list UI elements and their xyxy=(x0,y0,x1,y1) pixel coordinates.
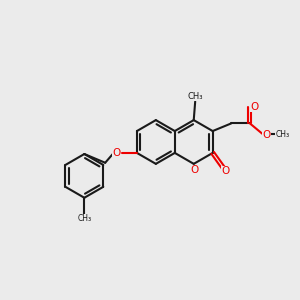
Text: O: O xyxy=(221,166,230,176)
Text: O: O xyxy=(112,148,121,158)
Text: CH₃: CH₃ xyxy=(77,214,92,223)
Text: O: O xyxy=(251,102,259,112)
Text: CH₃: CH₃ xyxy=(188,92,203,101)
Text: O: O xyxy=(262,130,271,140)
Text: O: O xyxy=(190,165,199,175)
Text: CH₃: CH₃ xyxy=(275,130,290,139)
